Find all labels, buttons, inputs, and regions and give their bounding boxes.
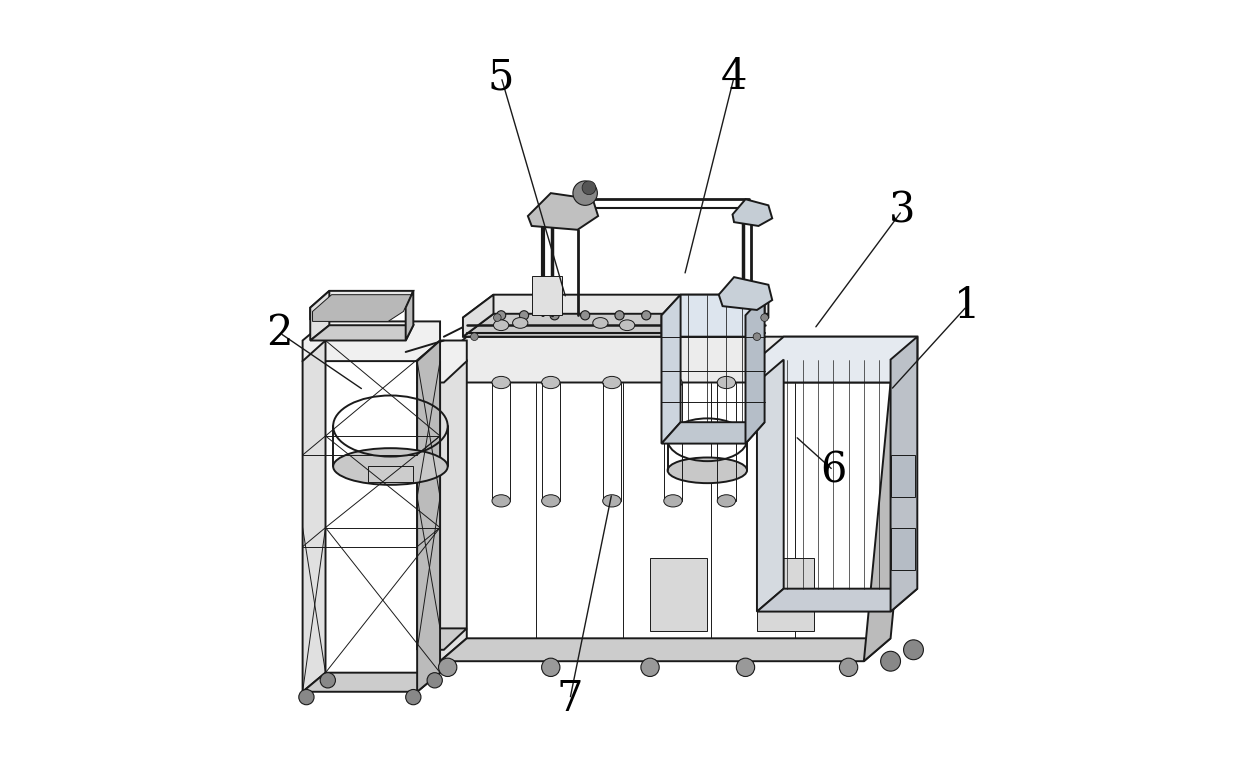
Polygon shape [662,295,680,444]
Polygon shape [368,467,414,482]
Text: 2: 2 [266,312,292,354]
Text: 3: 3 [888,190,916,232]
Ellipse shape [620,320,634,330]
Text: 1: 1 [954,285,980,327]
Circle shape [642,311,650,320]
Polygon shape [732,199,772,226]
Text: 5: 5 [488,56,514,98]
Circle shape [550,311,559,320]
Circle shape [753,333,761,340]
Polygon shape [302,321,440,361]
Circle shape [572,181,597,205]
Circle shape [493,314,501,321]
Circle shape [699,311,707,320]
Polygon shape [418,628,467,649]
Circle shape [519,311,529,320]
Polygon shape [662,422,764,444]
Circle shape [839,658,857,676]
Ellipse shape [592,317,608,328]
Polygon shape [302,672,440,692]
Circle shape [641,658,659,676]
Text: 6: 6 [820,449,846,491]
Polygon shape [891,337,917,611]
Ellipse shape [717,495,736,507]
Polygon shape [757,589,917,611]
Ellipse shape [668,457,747,483]
Ellipse shape [664,495,683,507]
Polygon shape [528,193,598,230]
Ellipse shape [493,320,509,330]
Text: 7: 7 [556,679,584,721]
Polygon shape [418,361,440,649]
Ellipse shape [492,495,510,507]
Polygon shape [662,295,764,337]
Circle shape [582,181,596,194]
Circle shape [541,658,560,676]
Circle shape [736,658,755,676]
Polygon shape [440,360,467,661]
Polygon shape [310,325,414,340]
Polygon shape [310,291,414,319]
Ellipse shape [492,376,510,389]
Polygon shape [405,291,414,340]
Polygon shape [757,337,917,382]
Circle shape [471,333,478,340]
Circle shape [405,689,421,705]
Circle shape [881,651,901,671]
Ellipse shape [541,376,560,389]
Ellipse shape [541,495,560,507]
Circle shape [427,672,442,688]
Polygon shape [463,314,768,337]
Polygon shape [463,295,493,337]
FancyBboxPatch shape [891,455,916,497]
Circle shape [320,672,336,688]
Polygon shape [757,360,784,611]
Ellipse shape [717,376,736,389]
Circle shape [903,640,923,659]
Polygon shape [310,291,330,340]
Ellipse shape [513,317,528,328]
Ellipse shape [602,376,621,389]
Circle shape [497,311,506,320]
Polygon shape [302,340,326,692]
Polygon shape [719,277,772,310]
FancyBboxPatch shape [757,558,814,630]
Ellipse shape [333,448,447,485]
Polygon shape [532,275,563,315]
Circle shape [439,658,457,676]
Polygon shape [418,340,440,692]
Ellipse shape [602,495,621,507]
Circle shape [673,311,681,320]
Polygon shape [463,295,768,337]
Polygon shape [864,360,917,661]
Circle shape [299,689,313,705]
Circle shape [761,314,768,321]
Polygon shape [746,295,764,444]
Circle shape [581,311,590,320]
Polygon shape [440,337,917,382]
Polygon shape [440,638,891,661]
Ellipse shape [664,376,683,389]
Polygon shape [312,295,411,321]
Circle shape [615,311,624,320]
Polygon shape [418,340,467,382]
Text: 4: 4 [721,56,747,98]
FancyBboxPatch shape [891,528,916,570]
FancyBboxPatch shape [650,558,707,630]
